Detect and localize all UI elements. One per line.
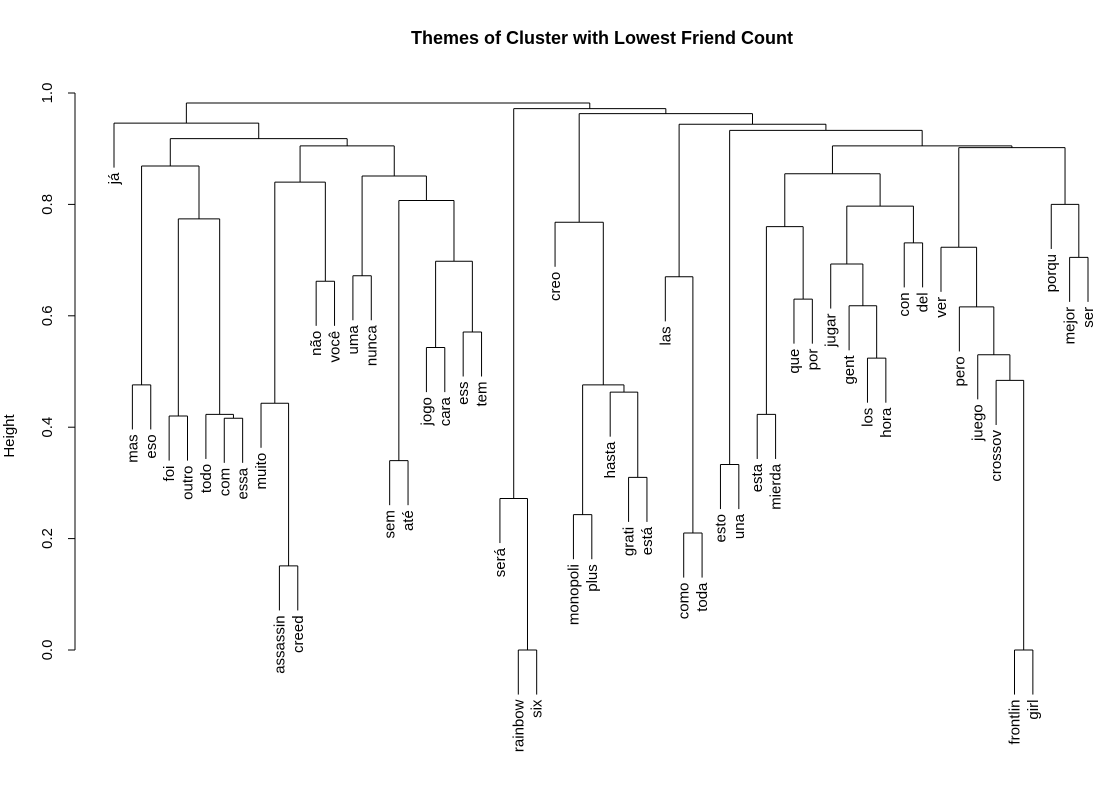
leaf-label: muito [253, 453, 270, 490]
leaf-label: tem [474, 382, 491, 407]
leaf-label: com [216, 468, 233, 496]
leaf-label: eso [143, 434, 160, 458]
leaf-label: ser [1080, 307, 1097, 328]
leaf-label: foi [161, 466, 178, 482]
leaf-label: hasta [602, 441, 619, 478]
leaf-label: grati [621, 527, 638, 556]
leaf-label: cara [437, 396, 454, 426]
leaf-label: mas [124, 434, 141, 462]
leaf-label: frontlin [1006, 700, 1023, 745]
leaf-label: esta [749, 463, 766, 492]
y-axis: 0.0 0.2 0.4 0.6 0.8 1.0 [39, 83, 76, 661]
y-tick-label: 1.0 [39, 83, 56, 104]
leaf-label: creed [290, 615, 307, 653]
leaf-label: sem [382, 510, 399, 538]
leaf-label: crossov [988, 429, 1005, 481]
leaf-label: assassin [271, 615, 288, 673]
leaf-label: una [731, 513, 748, 539]
leaf-label: como [676, 583, 693, 620]
leaf-label: até [400, 510, 417, 531]
leaf-label: toda [694, 582, 711, 612]
leaf-label: outro [180, 466, 197, 500]
leaf-label: hora [878, 407, 895, 438]
y-tick-label: 0.4 [39, 417, 56, 438]
leaf-label: juego [970, 404, 987, 442]
leaf-label: que [786, 349, 803, 374]
leaf-label: monopoli [565, 564, 582, 625]
leaf-label: esto [712, 514, 729, 542]
leaf-label: essa [235, 467, 252, 499]
y-tick-label: 0.8 [39, 194, 56, 215]
leaf-label: todo [198, 464, 215, 493]
leaf-label: gent [841, 355, 858, 385]
leaf-label: ver [933, 297, 950, 318]
leaf-label: está [639, 526, 656, 555]
leaf-label: uma [345, 325, 362, 355]
leaf-label: pero [951, 356, 968, 386]
leaf-label: não [308, 331, 325, 356]
leaf-label: rainbow [510, 699, 527, 752]
leaf-label: del [915, 292, 932, 312]
leaf-label: você [327, 331, 344, 363]
leaf-label: creo [547, 272, 564, 301]
chart-title: Themes of Cluster with Lowest Friend Cou… [411, 28, 793, 48]
leaf-label: porqu [1043, 254, 1060, 292]
y-tick-label: 0.6 [39, 305, 56, 326]
leaf-label: ess [455, 382, 472, 405]
leaf-label: jogo [418, 397, 435, 426]
leaf-label: será [492, 547, 509, 577]
y-tick-label: 0.0 [39, 640, 56, 661]
leaf-label: já [106, 172, 123, 185]
leaf-label: los [859, 408, 876, 427]
leaf-label: por [804, 349, 821, 371]
leaf-label: con [896, 292, 913, 316]
leaf-label: jugar [823, 314, 840, 348]
leaf-label: nunca [363, 325, 380, 367]
leaf-label: plus [584, 564, 601, 592]
leaf-label: six [529, 699, 546, 718]
y-tick-label: 0.2 [39, 528, 56, 549]
leaf-label: mierda [768, 463, 785, 510]
y-axis-label: Height [1, 413, 18, 457]
leaf-label: las [657, 326, 674, 345]
dendrogram-tree [113, 102, 1089, 695]
leaf-label: girl [1025, 700, 1042, 720]
leaf-label: mejor [1062, 307, 1079, 345]
